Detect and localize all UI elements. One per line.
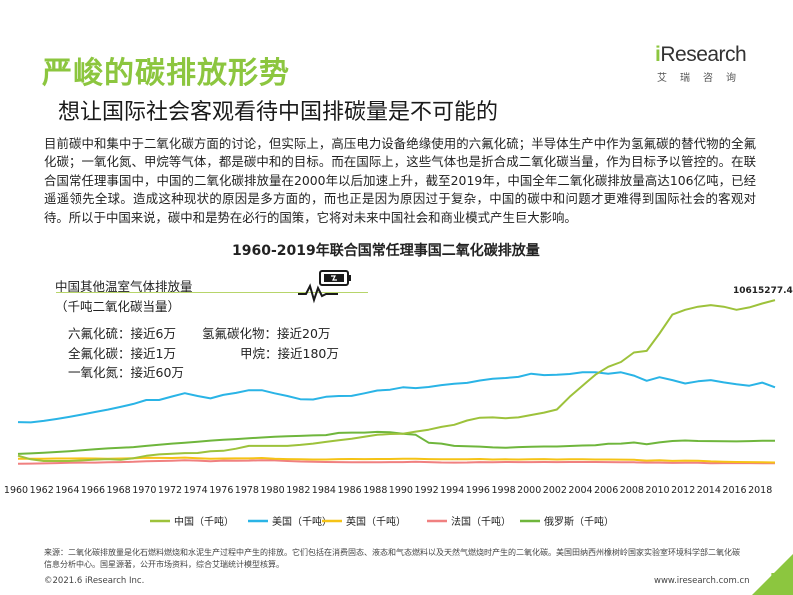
x-tick-label: 1980 [261, 485, 285, 496]
legend-layer: 中国（千吨） 美国（千吨） 英国（千吨） 法国（千吨） 俄罗斯（千吨） [150, 515, 614, 528]
page-corner-decoration [752, 554, 793, 595]
x-tick-label: 2018 [748, 485, 772, 496]
x-tick-label: 1982 [286, 485, 310, 496]
x-tick-label: 1966 [81, 485, 105, 496]
x-tick-label: 2006 [594, 485, 618, 496]
x-tick-label: 1968 [107, 485, 131, 496]
series-line-3 [17, 459, 775, 465]
x-tick-label: 1990 [389, 485, 413, 496]
x-tick-label: 2000 [517, 485, 541, 496]
series-line-0 [17, 299, 776, 462]
logo-text: Research [660, 43, 747, 66]
x-tick-label: 2012 [671, 485, 695, 496]
gas-item-no: 一氧化氮：接近60万 [68, 365, 184, 380]
x-tick-label: 1992 [415, 485, 439, 496]
legend-label: 俄罗斯（千吨） [544, 515, 614, 528]
logo-subtitle: 艾瑞咨询 [657, 73, 749, 84]
page-number: 5 [770, 572, 780, 587]
logo-i: i [655, 43, 661, 66]
logo-wordmark: iResearch [655, 44, 755, 66]
legend-label: 英国（千吨） [346, 515, 406, 528]
series-line-1 [17, 371, 776, 424]
gas-item-hfc: 氢氟碳化物：接近20万 [202, 326, 331, 341]
legend-item-3: 法国（千吨） [427, 515, 511, 528]
page-subtitle: 想让国际社会客观看待中国排碳量是不可能的 [58, 100, 499, 125]
x-tick-label: 1974 [184, 485, 208, 496]
x-tick-label: 1986 [338, 485, 362, 496]
series-layer [17, 299, 776, 465]
gas-item-methane: 甲烷：接近180万 [240, 346, 339, 361]
co2-line-chart: 1960 1962 1964 1966 1968 1970 1972 1974 1976 1978… [4, 299, 776, 528]
series-line-4 [17, 430, 775, 455]
chart-title: 1960-2019年联合国常任理事国二氧化碳排放量 [232, 243, 540, 259]
x-tick-label: 1976 [209, 485, 233, 496]
legend-item-0: 中国（千吨） [150, 515, 234, 528]
x-tick-label: 1988 [363, 485, 387, 496]
x-tick-layer: 1960 1962 1964 1966 1968 1970 1972 1974 1976 1978… [4, 485, 772, 496]
gas-panel-unit: （千吨二氧化碳当量） [55, 299, 181, 314]
legend-label: 法国（千吨） [451, 515, 511, 528]
x-tick-label: 1972 [158, 485, 182, 496]
x-tick-label: 1960 [4, 485, 28, 496]
copyright-text: ©2021.6 iResearch Inc. [44, 576, 145, 586]
legend-label: 中国（千吨） [174, 515, 234, 528]
x-tick-label: 2002 [543, 485, 567, 496]
gas-item-pfc: 全氟化碳：接近1万 [68, 346, 176, 361]
legend-label: 美国（千吨） [272, 515, 332, 528]
x-tick-label: 1996 [466, 485, 490, 496]
x-tick-label: 1984 [312, 485, 336, 496]
x-tick-label: 1978 [235, 485, 259, 496]
x-tick-label: 2016 [722, 485, 746, 496]
china-peak-label: 10615277.4 [733, 286, 793, 296]
website-text: www.iresearch.com.cn [654, 576, 750, 586]
x-tick-label: 2008 [620, 485, 644, 496]
x-tick-label: 1994 [440, 485, 464, 496]
x-tick-label: 1998 [492, 485, 516, 496]
gas-panel-title: 中国其他温室气体排放量 [55, 279, 193, 294]
x-tick-label: 1964 [55, 485, 79, 496]
gas-panel-divider [56, 292, 368, 293]
iresearch-logo: iResearch 艾瑞咨询 [655, 44, 755, 85]
x-tick-label: 1970 [132, 485, 156, 496]
x-tick-label: 2004 [568, 485, 592, 496]
x-tick-label: 2010 [645, 485, 669, 496]
intro-paragraph: 目前碳中和集中于二氧化碳方面的讨论，但实际上，高压电力设备绝缘使用的六氟化硫；半… [44, 136, 756, 225]
series-line-2 [18, 456, 776, 464]
legend-item-1: 美国（千吨） [248, 515, 332, 528]
legend-item-2: 英国（千吨） [322, 515, 406, 528]
page-title: 严峻的碳排放形势 [42, 56, 290, 91]
x-tick-label: 1962 [30, 485, 54, 496]
gas-item-sf6: 六氟化硫：接近6万 [68, 326, 176, 341]
legend-item-4: 俄罗斯（千吨） [520, 515, 614, 528]
source-footnote: 来源：二氧化碳排放量是化石燃料燃烧和水泥生产过程中产生的排放。它们包括在消费固态… [44, 548, 740, 569]
x-tick-label: 2014 [697, 485, 721, 496]
battery-pulse-icon [298, 270, 351, 304]
